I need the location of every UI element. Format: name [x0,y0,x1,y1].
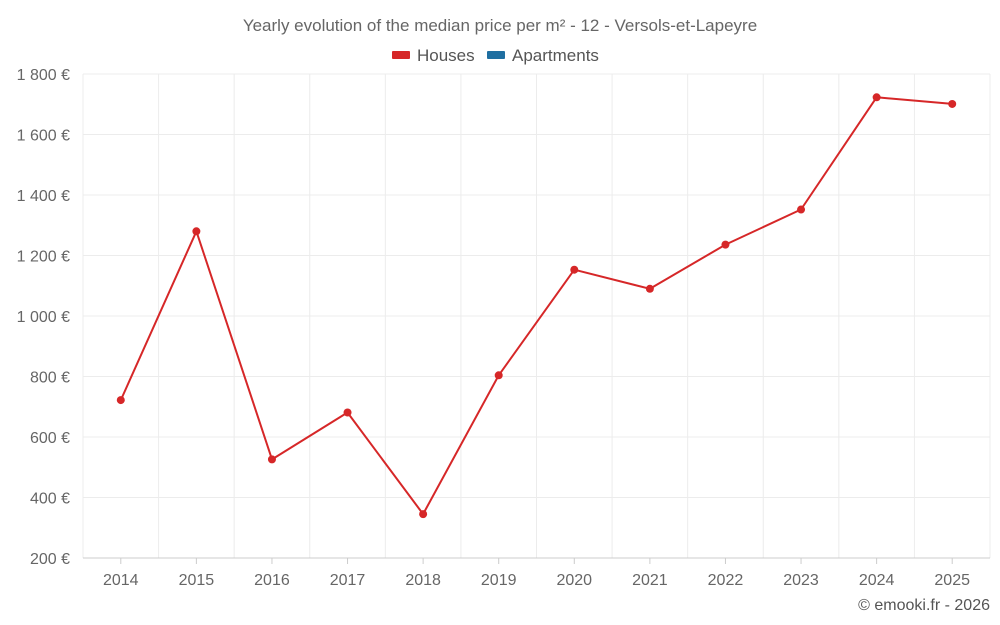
data-point-2023 [797,205,806,214]
x-tick-label: 2025 [934,572,970,589]
x-tick-label: 2017 [330,572,366,589]
data-point-2021 [645,284,654,293]
y-tick-label: 800 € [30,370,70,387]
x-tick-label: 2015 [179,572,215,589]
data-point-2025 [948,99,957,108]
x-tick-label: 2014 [103,572,139,589]
y-tick-label: 1 200 € [17,249,70,266]
grid [82,73,991,558]
x-tick-label: 2022 [708,572,744,589]
y-tick-label: 1 800 € [17,67,70,84]
data-point-2016 [267,455,276,464]
x-tick-label: 2016 [254,572,290,589]
series-layer [116,93,957,519]
data-point-2020 [570,265,579,274]
y-tick-label: 600 € [30,430,70,447]
x-tick-label: 2023 [783,572,819,589]
legend-label-houses: Houses [417,46,475,65]
legend: Houses Apartments [392,46,599,65]
data-point-2017 [343,408,352,417]
data-point-2015 [192,227,201,236]
data-point-2024 [872,93,881,102]
x-tick-label: 2020 [556,572,592,589]
y-tick-label: 1 400 € [17,188,70,205]
legend-swatch-houses [392,51,410,59]
chart-title: Yearly evolution of the median price per… [243,16,757,35]
x-tick-label: 2018 [405,572,441,589]
x-tick-label: 2019 [481,572,517,589]
x-tick-label: 2024 [859,572,895,589]
x-axis: 2014 2015 2016 2017 2018 2019 2020 2021 2022 2023… [83,557,990,589]
y-tick-label: 1 600 € [17,128,70,145]
series-line-houses [119,96,953,516]
y-tick-label: 400 € [30,491,70,508]
data-point-2022 [721,240,730,249]
y-tick-label: 1 000 € [17,309,70,326]
legend-label-apartments: Apartments [512,46,599,65]
legend-swatch-apartments [487,51,505,59]
x-tick-label: 2021 [632,572,668,589]
credit-text: © emooki.fr - 2026 [858,597,990,614]
data-point-2019 [494,371,503,380]
data-point-2014 [116,396,125,405]
data-point-2018 [419,510,428,519]
y-axis: 200 € 400 € 600 € 800 € 1 000 € 1 200 € 1 400 … [17,67,70,568]
y-tick-label: 200 € [30,551,70,568]
